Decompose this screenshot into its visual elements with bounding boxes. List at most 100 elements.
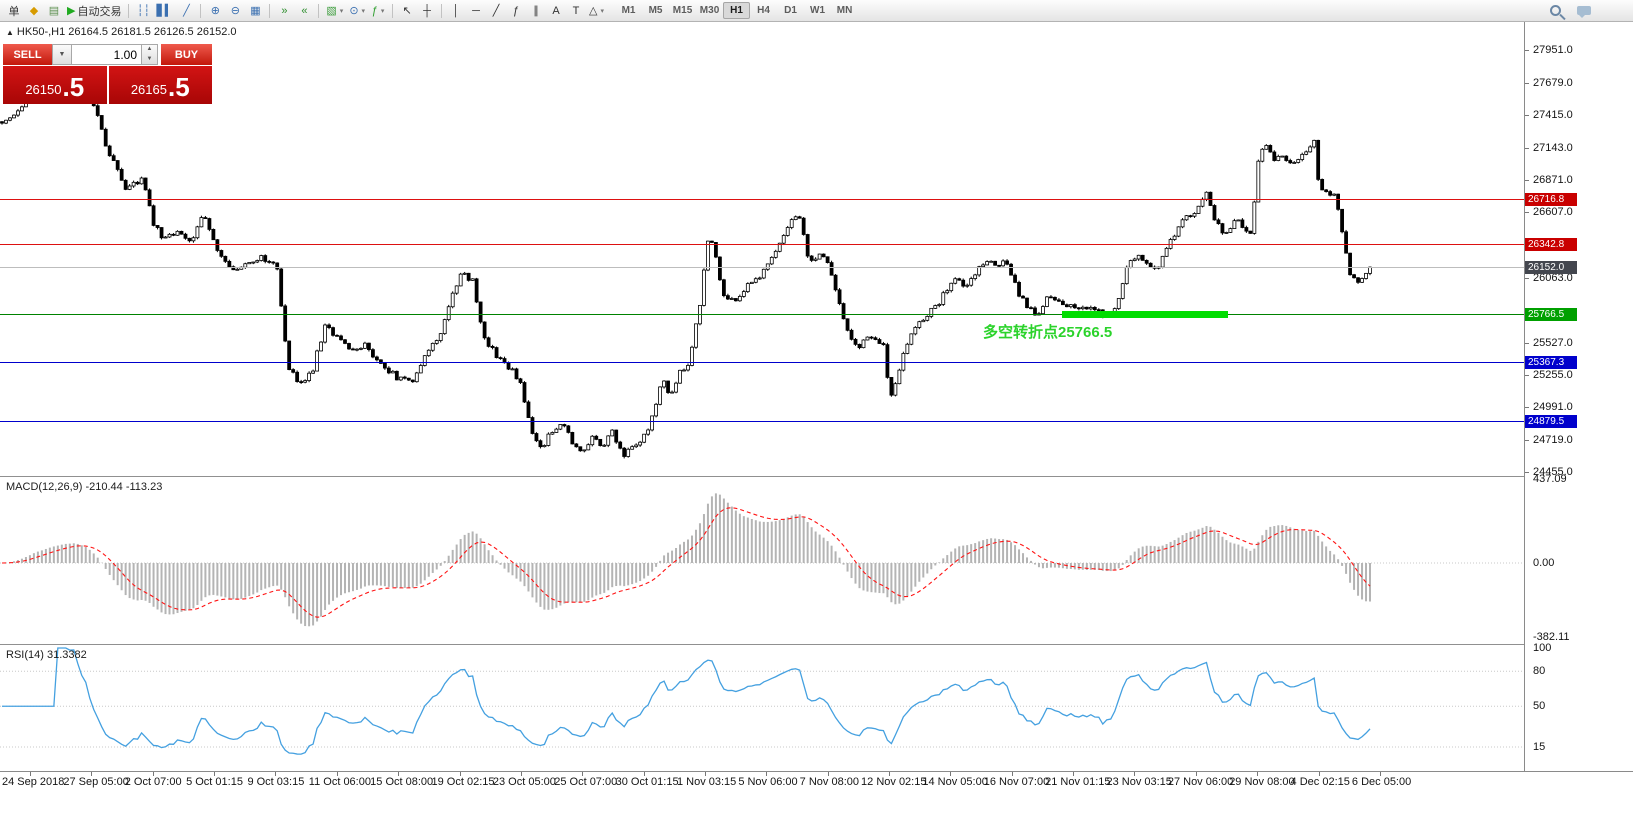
rsi-axis-label: 50: [1533, 700, 1546, 713]
axis-tick-mark: [827, 772, 829, 776]
axis-tick-mark: [950, 772, 952, 776]
zoom-out-icon[interactable]: ⊖: [225, 2, 245, 20]
turning-point-label[interactable]: 多空转折点25766.5: [983, 324, 1113, 341]
axis-tick-mark: [1525, 440, 1529, 442]
timeframe-button-m15[interactable]: M15: [672, 5, 693, 16]
axis-tick-mark: [214, 772, 216, 776]
new-chart-icon: ▧: [326, 5, 337, 17]
price-tick-label: 25527.0: [1533, 336, 1573, 349]
time-label: 5 Oct 01:15: [186, 776, 243, 788]
bars-mode-icon[interactable]: ┆┆: [133, 2, 153, 20]
cursor-icon: ↖: [402, 5, 412, 17]
rsi-label: RSI(14) 31.3382: [6, 649, 87, 661]
axis-tick-mark: [459, 772, 461, 776]
vertical-line-icon[interactable]: │: [446, 2, 466, 20]
spinner-up-icon: ▲: [146, 46, 153, 52]
timeframe-button-m30[interactable]: M30: [699, 5, 720, 16]
periods-icon: ⊙: [349, 5, 359, 17]
cursor-icon[interactable]: ↖: [397, 2, 417, 20]
price-tick-label: 27679.0: [1533, 76, 1573, 89]
horizontal-line-icon: ─: [472, 4, 480, 17]
history-center-icon[interactable]: ▤: [44, 2, 64, 20]
price-badge-24879.5: 24879.5: [1525, 414, 1577, 428]
zoom-in-icon[interactable]: ⊕: [205, 2, 225, 20]
autotrading-icon: ▶: [67, 5, 76, 17]
turning-point-highlight[interactable]: [1062, 310, 1228, 318]
timeframe-toolbar: M1 M5 M15 M30 H1 H4 D1 W1 MN: [615, 2, 858, 19]
ohlc-info: ▲ HK50-,H1 26164.5 26181.5 26126.5 26152.…: [6, 26, 237, 38]
macd-panel-separator[interactable]: [0, 476, 1633, 477]
timeframe-button-w1[interactable]: W1: [810, 5, 826, 16]
macd-axis-label: 437.09: [1533, 473, 1567, 485]
new-order-icon: 单: [8, 5, 20, 18]
axis-tick-mark: [1011, 772, 1013, 776]
indicators-icon[interactable]: ƒ ▾: [368, 2, 388, 20]
autotrading-button[interactable]: ▶ 自动交易: [64, 2, 124, 20]
volume-spinner[interactable]: ▲ ▼: [142, 44, 158, 65]
timeframe-button-h1[interactable]: H1: [723, 2, 751, 19]
chevron-down-icon: ▾: [361, 7, 366, 15]
new-chart-icon[interactable]: ▧ ▾: [323, 2, 346, 20]
horizontal-line-icon[interactable]: ─: [466, 2, 486, 20]
label-icon[interactable]: T: [566, 2, 586, 20]
timeframe-button-m5[interactable]: M5: [648, 5, 663, 16]
buy-price-frac: .5: [167, 72, 190, 102]
time-axis[interactable]: 24 Sep 2018 27 Sep 05:00 2 Oct 07:00 5 Oct …: [0, 771, 1633, 799]
sell-button[interactable]: SELL: [3, 44, 52, 65]
text-icon[interactable]: A: [546, 2, 566, 20]
price-badge-25367.3: 25367.3: [1525, 355, 1577, 369]
collapse-arrow-icon[interactable]: ▲: [6, 28, 14, 37]
time-label: 14 Nov 05:00: [922, 776, 988, 788]
timeframe-button-m1[interactable]: M1: [621, 5, 636, 16]
price-axis[interactable]: 27951.0 27679.0 27415.0 27143.0 26871.0 26607…: [1524, 22, 1633, 772]
axis-tick-mark: [520, 772, 522, 776]
volume-dropdown[interactable]: ▼: [52, 44, 72, 65]
auto-scroll-icon[interactable]: »: [274, 2, 294, 20]
buy-price-button[interactable]: 26165.5: [108, 66, 212, 104]
crosshair-icon[interactable]: ┼: [417, 2, 437, 20]
time-label: 23 Oct 05:00: [492, 776, 556, 788]
time-label: 16 Nov 07:00: [983, 776, 1050, 788]
new-order-button[interactable]: 单: [4, 2, 24, 20]
buy-button[interactable]: BUY: [161, 44, 212, 65]
rsi-axis-label: 100: [1533, 642, 1552, 654]
price-tick-label: 26871.0: [1533, 174, 1573, 187]
channel-icon[interactable]: ∥: [526, 2, 546, 20]
chart-shift-icon[interactable]: «: [294, 2, 314, 20]
toolbar-button-group: 单 ◆ ▤ ▶ 自动交易 ┆┆ ▋▍ ╱ ⊕ ⊖ ▦» «▧ ▾ ⊙ ▾ ƒ ▾ ↖ ┼ │ ─ ╱ ƒ ∥ A T △ ▾: [4, 2, 607, 20]
trendline-icon[interactable]: ╱: [486, 2, 506, 20]
time-label: 4 Dec 02:15: [1290, 776, 1350, 788]
chart-area[interactable]: [0, 22, 1524, 476]
axis-tick-mark: [1525, 407, 1529, 409]
one-click-trading-panel: SELL ▼ ▲▼ BUY 26150.5 26165.5: [3, 44, 212, 104]
fibonacci-icon[interactable]: ƒ: [506, 2, 526, 20]
axis-tick-mark: [1379, 772, 1381, 776]
price-tick-label: 24455.0: [1533, 466, 1573, 478]
charts-icon: ◆: [29, 5, 39, 17]
price-tick-label: 27951.0: [1533, 44, 1573, 56]
shapes-icon[interactable]: △ ▾: [586, 2, 607, 20]
chevron-down-icon: ▾: [339, 7, 344, 15]
tile-windows-icon[interactable]: ▦: [245, 2, 265, 20]
rsi-panel-separator[interactable]: [0, 644, 1633, 645]
timeframe-button-mn[interactable]: MN: [836, 5, 853, 16]
price-tick-label: 27415.0: [1533, 108, 1573, 121]
periods-icon[interactable]: ⊙ ▾: [346, 2, 368, 20]
search-icon[interactable]: [1550, 5, 1561, 16]
axis-tick-mark: [30, 772, 31, 776]
timeframe-button-h4[interactable]: H4: [757, 5, 770, 16]
axis-tick-mark: [1525, 114, 1529, 116]
timeframe-button-d1[interactable]: D1: [784, 5, 797, 16]
time-label: 24 Sep 2018: [2, 776, 65, 788]
candles-mode-icon[interactable]: ▋▍: [153, 2, 176, 20]
chat-icon[interactable]: [1577, 6, 1591, 18]
charts-icon[interactable]: ◆: [24, 2, 44, 20]
line-mode-icon[interactable]: ╱: [176, 2, 196, 20]
time-label: 19 Oct 02:15: [431, 776, 495, 788]
volume-input[interactable]: [72, 44, 142, 65]
sell-price-button[interactable]: 26150.5: [3, 66, 107, 104]
time-label: 7 Nov 08:00: [799, 776, 859, 788]
fibonacci-icon: ƒ: [512, 4, 520, 17]
price-badge-26716.8: 26716.8: [1525, 192, 1577, 206]
